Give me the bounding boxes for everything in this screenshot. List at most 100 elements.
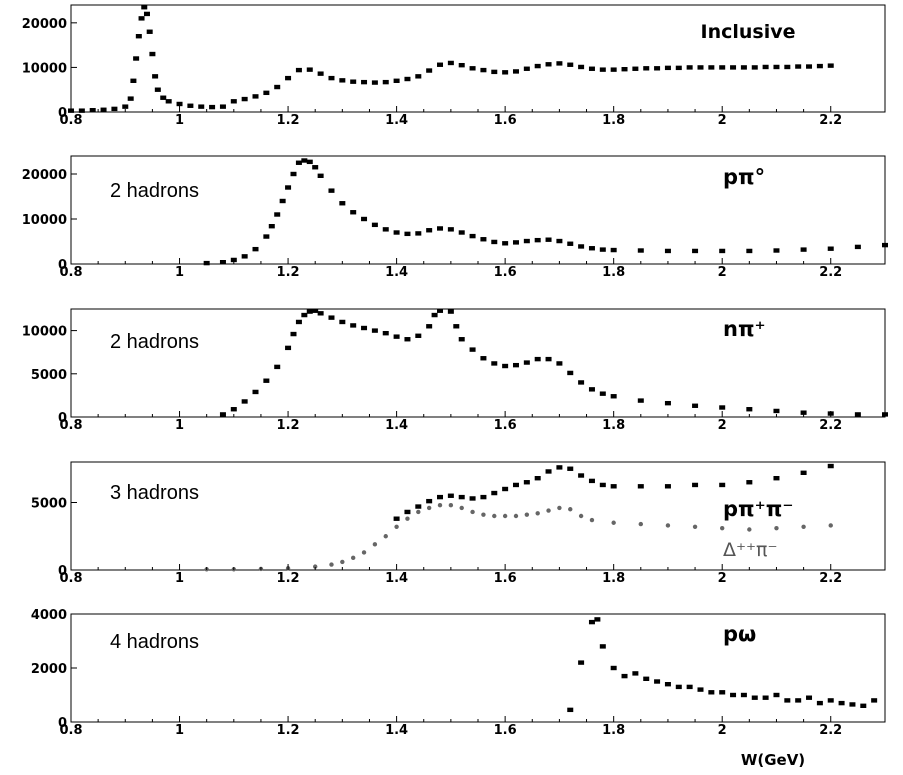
panel-n-pi-plus: 0.8 1 1.2 1.4 1.6 1.8 2 2.2 0 5000 10000 2 hadrons…	[22, 308, 888, 433]
data-point	[130, 78, 137, 83]
data-point	[827, 246, 834, 251]
data-point	[502, 363, 509, 369]
panel-inclusive: 0.8 1 1.2 1.4 1.6 1.8 2 2.2 0 10000 20000 Inclusiv…	[22, 4, 886, 128]
data-point	[458, 62, 465, 68]
data-point	[692, 482, 699, 488]
x-tick-label: 1.4	[385, 113, 408, 128]
data-point	[306, 159, 313, 165]
data-point	[675, 65, 682, 71]
data-point	[393, 78, 400, 83]
data-point	[502, 241, 509, 246]
data-point	[638, 521, 643, 527]
data-point	[524, 512, 530, 517]
x-tick-label: 1.6	[494, 571, 517, 586]
x-tick-label: 2	[718, 418, 727, 433]
data-point	[340, 559, 345, 565]
data-point	[599, 644, 606, 649]
axis-ticks: 0.8 1 1.2 1.4 1.6 1.8 2 2.2 0 2000 4000	[31, 608, 842, 738]
data-point	[556, 238, 563, 244]
x-tick-label: 1	[175, 418, 184, 433]
data-point	[594, 617, 601, 622]
data-point	[312, 308, 319, 313]
data-point	[133, 56, 140, 61]
data-point	[230, 257, 237, 263]
x-tick-label: 1.8	[602, 265, 625, 280]
data-point	[578, 513, 584, 519]
x-tick-label: 1.8	[602, 113, 625, 128]
data-point	[230, 407, 237, 412]
x-tick-label: 2.2	[819, 113, 842, 128]
data-point	[719, 690, 726, 695]
data-point	[599, 482, 606, 488]
data-point	[263, 90, 270, 96]
x-tick-label: 1	[175, 723, 184, 738]
data-point	[611, 520, 616, 525]
data-point	[773, 64, 780, 70]
channel-label: pπ⁺π⁻	[723, 497, 793, 521]
data-point	[686, 65, 693, 70]
data-point	[762, 695, 769, 700]
data-point	[816, 63, 823, 69]
data-point	[165, 99, 172, 104]
data-point	[135, 34, 142, 39]
data-point	[152, 74, 159, 79]
plot-area	[204, 463, 834, 572]
data-point	[404, 509, 411, 515]
data-point	[664, 484, 671, 489]
x-tick-label: 1.2	[277, 571, 300, 586]
data-point	[599, 247, 606, 252]
data-point	[806, 64, 813, 69]
data-point	[382, 330, 389, 336]
data-point	[328, 315, 335, 320]
data-point	[800, 410, 807, 415]
data-point	[317, 311, 324, 316]
data-point	[746, 480, 753, 485]
y-tick-label: 10000	[22, 325, 67, 340]
x-tick-label: 1.6	[494, 265, 517, 280]
data-point	[328, 188, 335, 193]
data-point	[458, 230, 465, 235]
data-point	[535, 511, 540, 516]
data-point	[274, 364, 281, 370]
data-point	[301, 312, 308, 318]
data-point	[854, 412, 861, 417]
y-tick-label: 10000	[22, 213, 67, 228]
data-point	[127, 96, 134, 101]
data-point	[567, 62, 574, 67]
data-point	[567, 466, 574, 471]
y-tick-label: 2000	[31, 662, 67, 677]
data-point	[268, 224, 275, 229]
data-point	[263, 378, 270, 383]
data-point	[719, 248, 726, 254]
y-tick-label: 20000	[22, 17, 67, 32]
data-point	[675, 684, 682, 690]
data-point	[860, 703, 867, 708]
data-point	[393, 516, 400, 521]
x-tick-label: 1.2	[277, 418, 300, 433]
data-point	[747, 527, 752, 532]
data-point	[654, 66, 661, 71]
y-tick-label: 5000	[31, 368, 67, 383]
data-point	[437, 226, 444, 231]
data-point	[632, 671, 639, 676]
x-tick-label: 1	[175, 113, 184, 128]
data-point	[751, 695, 758, 700]
data-point	[719, 405, 726, 410]
data-point	[800, 247, 807, 252]
x-tick-label: 1.2	[277, 265, 300, 280]
data-point	[610, 67, 617, 72]
data-point	[545, 237, 552, 242]
data-point	[480, 67, 487, 73]
data-point	[350, 555, 356, 561]
x-tick-label: 2.2	[819, 723, 842, 738]
data-point	[578, 473, 585, 478]
data-point	[491, 239, 498, 245]
data-point	[806, 695, 813, 700]
plot-area	[219, 308, 888, 417]
axis-ticks: 0.8 1 1.2 1.4 1.6 1.8 2 2.2 0 10000 20000	[22, 17, 842, 128]
data-point	[285, 345, 292, 351]
data-point	[827, 463, 834, 469]
data-point	[416, 509, 421, 515]
data-point	[502, 513, 508, 519]
data-point	[773, 408, 780, 414]
